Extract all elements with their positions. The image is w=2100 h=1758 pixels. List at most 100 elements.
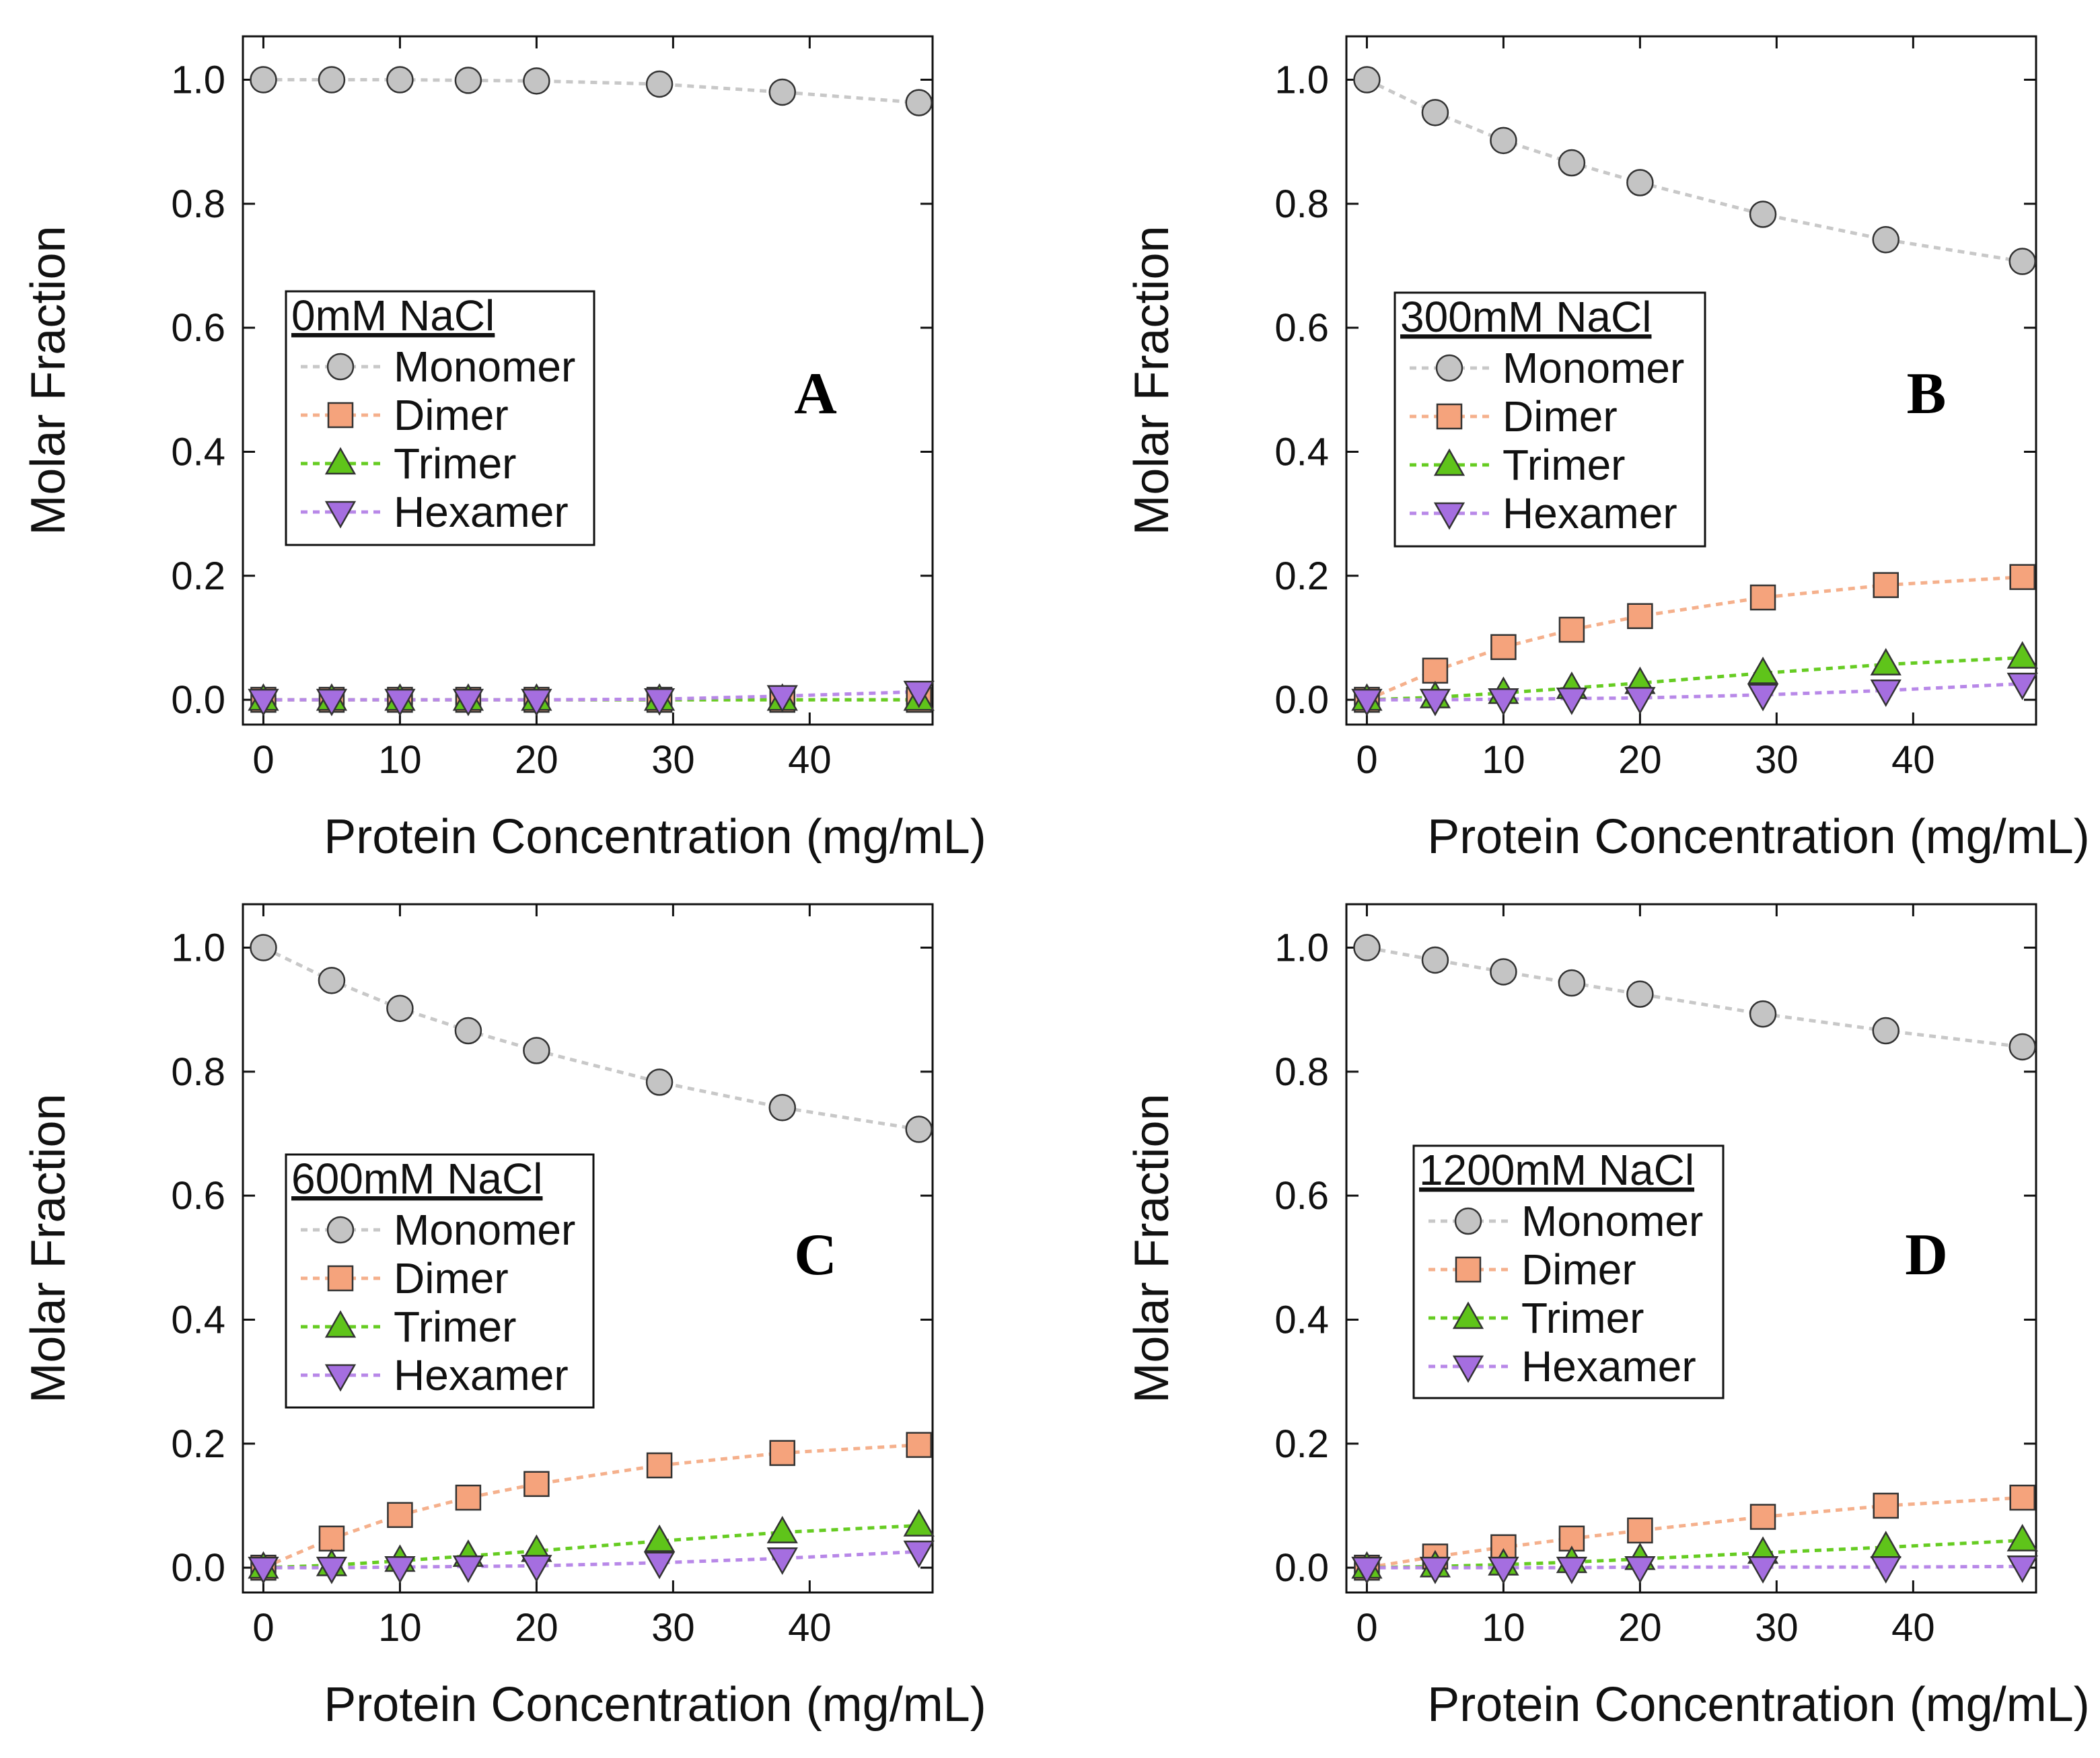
data-point-trimer — [643, 1524, 676, 1552]
y-axis-title: Molar Fraction — [1125, 1093, 1179, 1403]
legend-marker-hexamer — [1452, 1355, 1484, 1383]
y-tick-label: 0.8 — [171, 182, 225, 226]
x-tick-label: 30 — [651, 738, 695, 782]
data-point-hexamer — [2006, 672, 2038, 700]
data-point-hexamer — [1351, 688, 1383, 717]
series-line-dimer — [262, 1443, 919, 1570]
x-tick-label: 20 — [515, 738, 558, 782]
x-tick-label: 30 — [1755, 1606, 1799, 1650]
data-point-trimer — [903, 1508, 935, 1537]
data-point-hexamer — [1870, 680, 1902, 707]
y-tick-label: 0.6 — [171, 1174, 225, 1218]
data-point-hexamer — [316, 1556, 348, 1584]
data-point-monomer — [1490, 126, 1517, 155]
data-point-hexamer — [643, 688, 676, 716]
data-point-dimer — [906, 1432, 932, 1458]
data-point-dimer — [1558, 616, 1585, 643]
x-tick-label: 0 — [252, 738, 274, 782]
series-line-hexamer — [263, 690, 919, 702]
y-tick-label: 1.0 — [1274, 59, 1329, 102]
data-point-hexamer — [452, 688, 484, 717]
data-point-dimer — [1422, 657, 1449, 684]
legend-marker-dimer — [1455, 1256, 1482, 1283]
legend-label-dimer: Dimer — [1521, 1245, 1636, 1294]
plot-frame — [1345, 35, 2037, 726]
x-tick-label: 40 — [788, 1606, 832, 1650]
series-line-dimer — [1366, 575, 2023, 702]
data-point-monomer — [905, 1115, 933, 1143]
y-tick-label: 0.6 — [1274, 306, 1329, 350]
y-tick-label: 0.8 — [1274, 182, 1329, 226]
data-point-monomer — [386, 994, 414, 1023]
legend-marker-monomer — [1435, 354, 1463, 382]
data-point-monomer — [1872, 1017, 1899, 1045]
data-point-trimer — [2006, 1524, 2038, 1551]
data-point-monomer — [645, 70, 674, 98]
data-point-hexamer — [1419, 1556, 1451, 1584]
data-point-monomer — [523, 1037, 550, 1064]
x-axis-title: Protein Concentration (mg/mL) — [324, 810, 986, 864]
data-point-trimer — [2006, 640, 2038, 669]
x-tick-label: 20 — [1618, 738, 1662, 782]
data-point-trimer — [1870, 1531, 1902, 1558]
legend-label-monomer: Monomer — [1502, 344, 1684, 392]
data-point-trimer — [766, 1516, 798, 1543]
data-point-dimer — [318, 1525, 345, 1552]
data-point-hexamer — [1556, 688, 1588, 715]
data-point-hexamer — [766, 685, 798, 713]
legend-label-trimer: Trimer — [1521, 1294, 1644, 1342]
data-point-monomer — [1490, 958, 1517, 986]
legend-marker-trimer — [324, 447, 357, 475]
data-point-dimer — [1873, 572, 1899, 598]
data-point-hexamer — [1870, 1555, 1902, 1584]
data-point-dimer — [1873, 1492, 1899, 1519]
x-tick-label: 10 — [1482, 738, 1525, 782]
legend-label-hexamer: Hexamer — [1502, 489, 1677, 538]
data-point-monomer — [523, 67, 550, 95]
data-point-hexamer — [1747, 684, 1779, 712]
y-tick-label: 0.4 — [171, 1298, 225, 1342]
series-line-monomer — [263, 78, 919, 105]
data-point-monomer — [454, 67, 482, 94]
x-tick-label: 30 — [651, 1606, 695, 1650]
y-tick-label: 0.2 — [171, 554, 225, 598]
legend-title: 1200mM NaCl — [1419, 1146, 1694, 1194]
data-point-trimer — [1747, 656, 1779, 684]
panel-letter: D — [1905, 1222, 1948, 1288]
data-point-dimer — [1627, 1517, 1653, 1544]
legend-label-monomer: Monomer — [1521, 1197, 1703, 1245]
x-tick-label: 20 — [515, 1606, 558, 1650]
data-point-dimer — [646, 1452, 673, 1479]
y-tick-label: 0.0 — [171, 1546, 225, 1590]
legend-marker-trimer — [1452, 1301, 1484, 1329]
data-point-monomer — [768, 1094, 796, 1122]
series-line-trimer — [263, 1523, 919, 1570]
x-tick-label: 10 — [378, 738, 422, 782]
y-tick-label: 0.0 — [1274, 1546, 1329, 1590]
legend-title: 300mM NaCl — [1400, 293, 1651, 341]
data-point-dimer — [769, 1440, 795, 1466]
legend-label-hexamer: Hexamer — [1521, 1342, 1696, 1391]
x-tick-label: 30 — [1755, 738, 1799, 782]
data-point-monomer — [905, 89, 933, 116]
legend-marker-monomer — [1454, 1207, 1482, 1235]
series-line-trimer — [1367, 1539, 2023, 1570]
legend-label-monomer: Monomer — [394, 342, 575, 391]
y-tick-label: 1.0 — [1274, 926, 1329, 970]
x-axis-title: Protein Concentration (mg/mL) — [1427, 1678, 2089, 1732]
x-tick-label: 0 — [1356, 1606, 1377, 1650]
data-point-monomer — [1749, 1000, 1777, 1028]
y-tick-label: 0.2 — [1274, 1422, 1329, 1466]
x-axis-title: Protein Concentration (mg/mL) — [324, 1678, 986, 1732]
x-tick-label: 40 — [788, 738, 832, 782]
data-point-hexamer — [452, 1555, 484, 1583]
data-point-dimer — [1490, 634, 1517, 661]
data-point-hexamer — [1419, 688, 1451, 717]
data-point-dimer — [2009, 564, 2035, 590]
series-line-monomer — [1366, 946, 2023, 1049]
legend-marker-hexamer — [1433, 502, 1465, 530]
legend-marker-hexamer — [324, 501, 357, 529]
data-point-monomer — [1558, 149, 1586, 177]
data-point-monomer — [1353, 934, 1381, 961]
legend-marker-hexamer — [324, 1364, 357, 1392]
